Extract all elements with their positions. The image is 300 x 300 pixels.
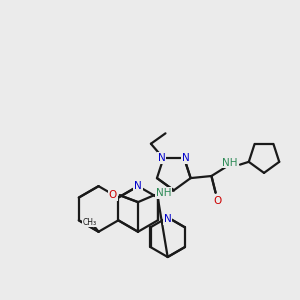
Text: NH: NH — [222, 158, 238, 168]
Text: N: N — [134, 181, 142, 191]
Text: N: N — [182, 153, 190, 163]
Text: NH: NH — [156, 188, 172, 198]
Text: O: O — [214, 196, 222, 206]
Text: O: O — [109, 190, 117, 200]
Text: CH₃: CH₃ — [82, 218, 97, 227]
Text: N: N — [164, 214, 172, 224]
Text: N: N — [158, 153, 165, 163]
